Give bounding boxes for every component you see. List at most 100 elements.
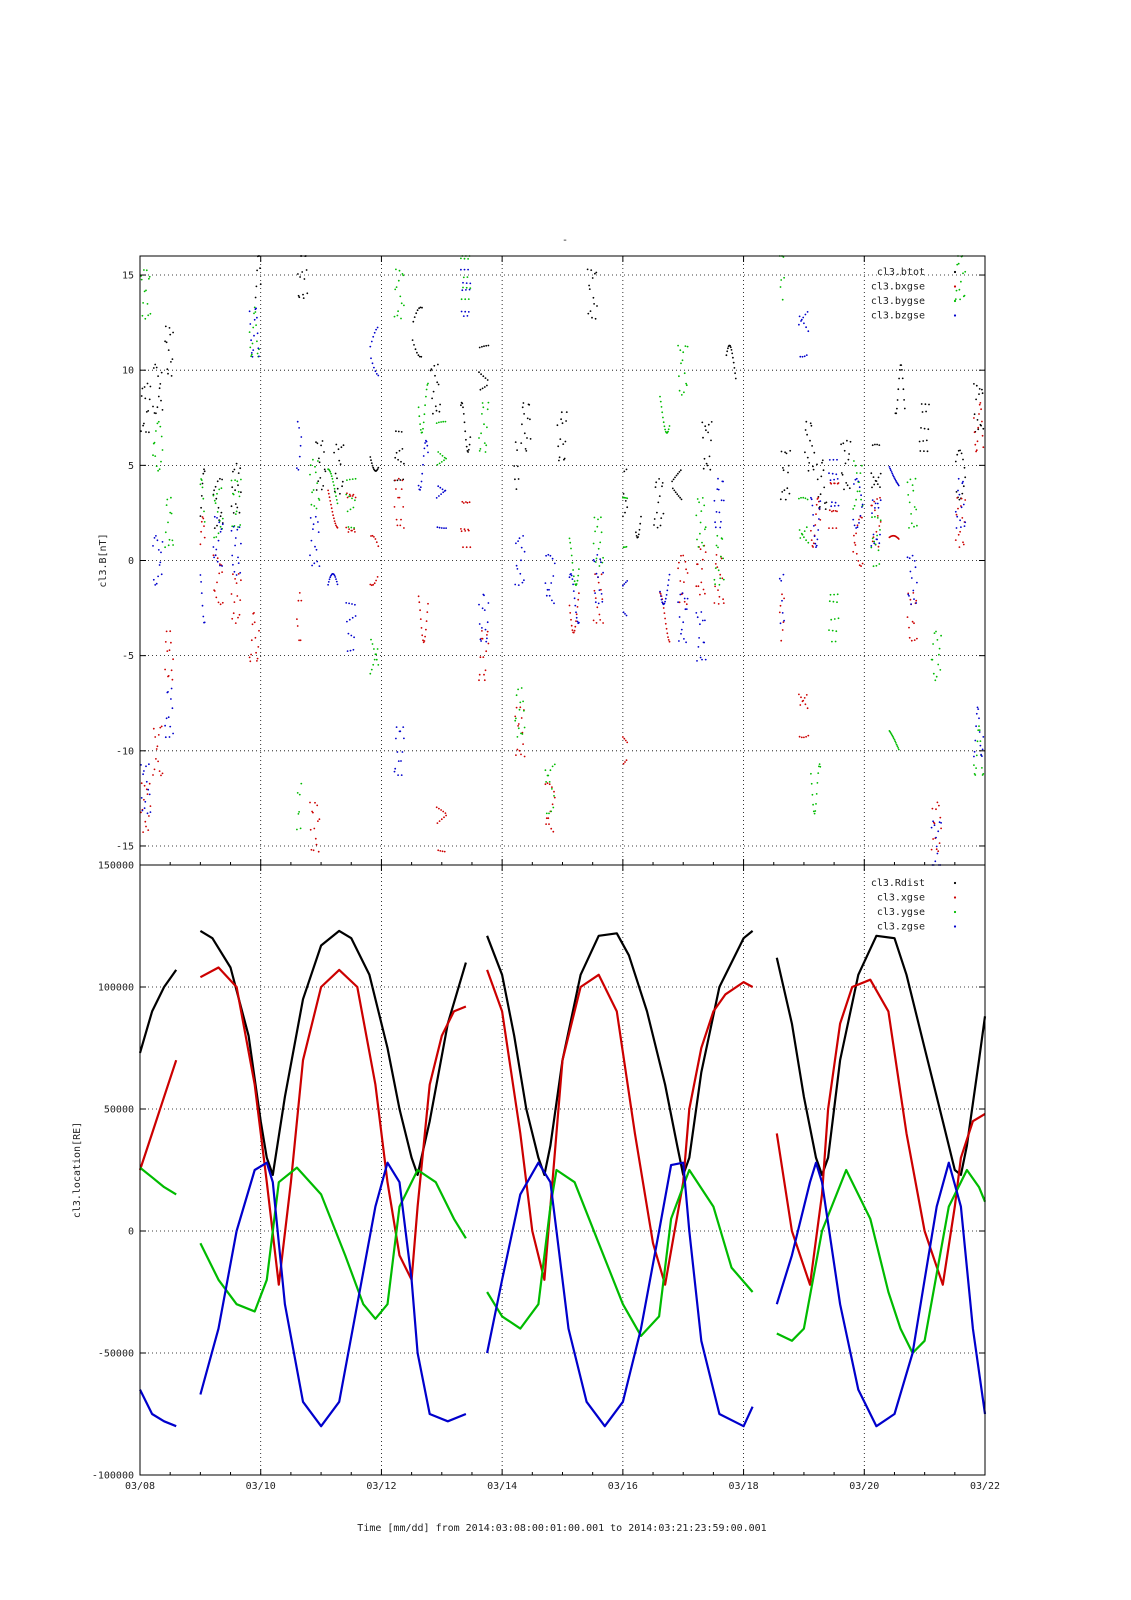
data-point bbox=[157, 575, 160, 578]
data-point bbox=[957, 262, 960, 265]
series-line-cl3.zgse bbox=[199, 1161, 467, 1428]
data-point bbox=[481, 630, 483, 632]
data-point bbox=[545, 812, 548, 815]
data-point bbox=[218, 572, 221, 575]
data-point bbox=[697, 646, 700, 648]
data-point bbox=[569, 612, 572, 614]
data-point bbox=[521, 406, 524, 409]
data-point bbox=[975, 767, 977, 769]
data-point bbox=[661, 485, 663, 488]
data-point bbox=[482, 406, 485, 409]
data-point bbox=[683, 372, 686, 375]
data-point bbox=[345, 493, 348, 496]
data-point bbox=[858, 522, 860, 524]
data-point bbox=[908, 557, 911, 560]
data-point bbox=[591, 316, 593, 319]
data-point bbox=[578, 568, 580, 570]
data-point bbox=[466, 501, 469, 504]
data-point bbox=[140, 395, 143, 397]
data-point bbox=[635, 535, 638, 537]
data-point bbox=[802, 699, 805, 702]
series-cl3.bygse bbox=[140, 255, 985, 831]
data-point bbox=[347, 531, 350, 533]
data-point bbox=[875, 564, 878, 567]
data-point bbox=[239, 524, 242, 526]
data-point bbox=[906, 556, 909, 559]
data-point bbox=[696, 563, 699, 566]
data-point bbox=[351, 529, 353, 532]
data-point bbox=[462, 286, 464, 289]
data-point bbox=[522, 743, 524, 745]
data-point bbox=[351, 603, 353, 605]
data-point bbox=[685, 641, 687, 644]
data-point bbox=[463, 257, 466, 260]
data-point bbox=[964, 270, 967, 273]
data-point bbox=[568, 576, 571, 579]
data-point bbox=[975, 384, 978, 387]
data-point bbox=[801, 355, 804, 358]
data-point bbox=[570, 554, 573, 557]
data-point bbox=[872, 536, 875, 538]
data-point bbox=[419, 618, 422, 620]
data-point bbox=[213, 590, 216, 592]
data-point bbox=[935, 630, 937, 633]
data-point bbox=[806, 498, 809, 501]
data-point bbox=[668, 640, 671, 643]
data-point bbox=[622, 493, 625, 495]
data-point bbox=[601, 600, 604, 603]
data-point bbox=[889, 467, 891, 470]
data-point bbox=[486, 408, 489, 411]
data-point bbox=[816, 478, 819, 481]
data-point bbox=[164, 325, 167, 328]
data-point bbox=[718, 595, 721, 598]
data-point bbox=[480, 432, 482, 435]
data-point bbox=[717, 569, 720, 572]
data-point bbox=[298, 639, 300, 642]
data-point bbox=[639, 522, 642, 525]
data-point bbox=[171, 539, 174, 542]
data-point bbox=[515, 717, 517, 720]
data-point bbox=[520, 717, 523, 719]
data-point bbox=[911, 620, 914, 623]
data-point bbox=[875, 530, 878, 533]
data-point bbox=[437, 849, 440, 852]
data-point bbox=[370, 668, 373, 671]
data-point bbox=[667, 639, 670, 641]
data-point bbox=[803, 736, 805, 739]
data-point bbox=[702, 544, 705, 547]
data-point bbox=[256, 340, 258, 343]
data-point bbox=[300, 599, 303, 602]
data-point bbox=[722, 557, 724, 560]
data-point bbox=[393, 770, 396, 773]
legend-label: cl3.zgse bbox=[877, 922, 925, 933]
data-point bbox=[354, 603, 356, 606]
data-point bbox=[395, 518, 398, 521]
data-point bbox=[973, 764, 975, 766]
y-tick-label: 15 bbox=[122, 271, 134, 282]
data-point bbox=[894, 740, 897, 743]
data-point bbox=[460, 257, 462, 260]
data-point bbox=[297, 273, 299, 275]
data-point bbox=[231, 525, 234, 528]
data-point bbox=[804, 451, 806, 454]
data-point bbox=[857, 480, 860, 483]
data-point bbox=[465, 546, 468, 549]
data-point bbox=[481, 627, 483, 629]
data-point bbox=[422, 463, 424, 466]
data-point bbox=[403, 737, 405, 740]
data-point bbox=[300, 436, 303, 438]
data-point bbox=[848, 453, 850, 455]
data-point bbox=[720, 555, 722, 558]
data-point bbox=[140, 797, 143, 799]
data-point bbox=[876, 483, 879, 485]
data-point bbox=[333, 484, 335, 487]
data-point bbox=[323, 451, 325, 453]
data-point bbox=[960, 452, 963, 455]
data-point bbox=[734, 372, 736, 375]
data-point bbox=[707, 423, 710, 426]
data-point bbox=[596, 525, 599, 528]
data-point bbox=[460, 298, 463, 301]
data-point bbox=[959, 519, 961, 522]
data-point bbox=[315, 548, 318, 551]
data-point bbox=[900, 364, 903, 366]
